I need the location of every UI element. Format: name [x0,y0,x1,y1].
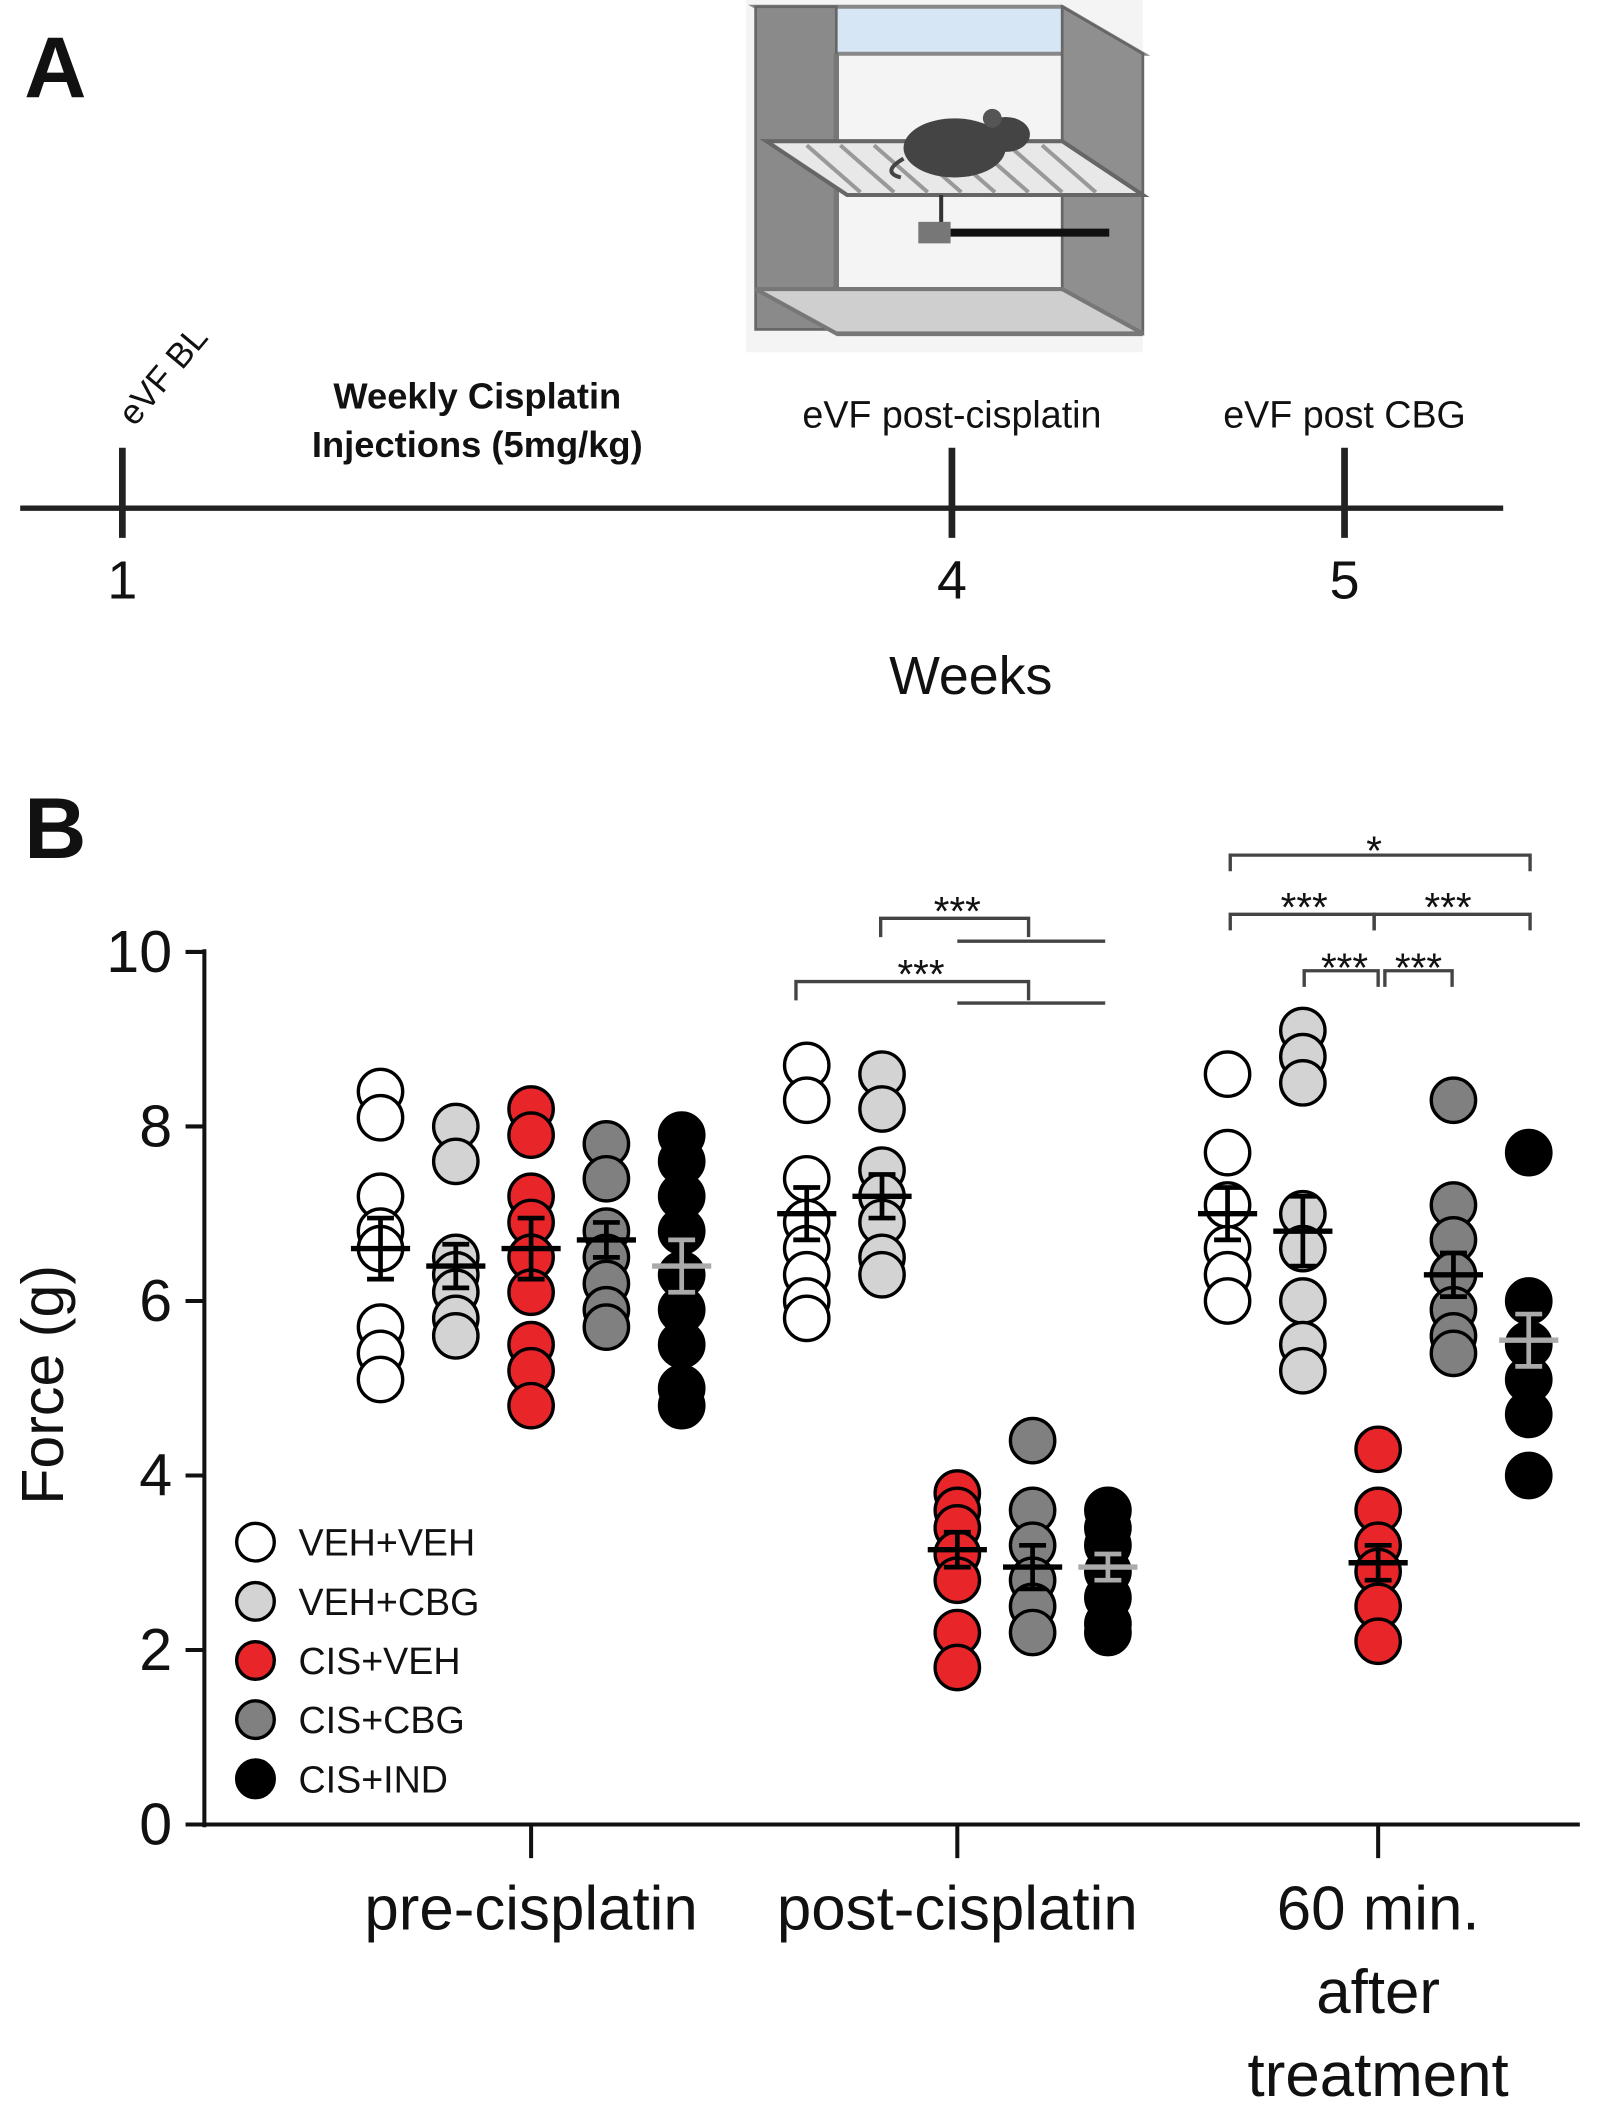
event-label: eVF post-cisplatin [802,394,1101,436]
x-tick-label: pre-cisplatin [364,1874,697,1943]
legend-label: CIS+VEH [298,1640,460,1682]
error-bar [868,1172,896,1221]
axis-label: Weeks [889,646,1052,706]
data-point [1429,1329,1478,1378]
injection-text: Injections (5mg/kg) [312,424,643,465]
data-point [1504,1451,1553,1500]
data-point [1354,1425,1403,1474]
y-tick-label: 2 [139,1616,172,1683]
data-point [1278,1058,1327,1107]
panel-label: A [24,20,86,116]
timeline-tick-label: 4 [937,550,967,610]
x-tick-label: 60 min. after treatment [1248,1874,1509,2110]
x-tick-label: post-cisplatin [777,1874,1138,1943]
error-bar [1289,1193,1317,1269]
significance-label: *** [897,951,944,997]
data-point [1429,1076,1478,1125]
error-bar [517,1215,545,1282]
injection-text: Weekly Cisplatin [333,376,621,417]
legend-label: VEH+CBG [298,1581,479,1623]
legend-label: CIS+IND [298,1758,448,1800]
y-tick-label: 0 [139,1791,172,1858]
data-point [1084,1608,1132,1657]
significance-label: *** [1321,945,1368,991]
error-bar [1019,1542,1047,1592]
data-point [1203,1277,1252,1325]
legend-marker [234,1521,276,1563]
data-point [657,1320,706,1369]
data-point [858,1085,906,1133]
data-point [356,1355,405,1404]
error-bar [793,1185,821,1243]
data-point [431,1137,480,1186]
data-point [933,1643,982,1692]
error-bar [943,1529,971,1570]
data-point [1008,1416,1057,1465]
data-point [1504,1390,1553,1439]
timeline-tick-label: 5 [1330,550,1360,610]
timeline-tick-label: 1 [107,550,137,610]
event-label: eVF post CBG [1223,394,1466,436]
error-bar [1094,1551,1122,1583]
legend-marker [234,1580,276,1622]
significance-bracket [1372,912,1532,931]
data-point [657,1381,706,1430]
error-bar [592,1220,620,1260]
y-tick-label: 4 [139,1442,172,1509]
data-point [782,1294,831,1343]
y-tick-label: 8 [139,1093,172,1160]
y-axis-label: Force (g) [9,1265,76,1505]
significance-bracket [878,916,1106,943]
significance-label: *** [1425,884,1472,930]
legend-label: CIS+CBG [298,1699,464,1741]
data-point [1278,1277,1327,1325]
error-bar [1439,1250,1467,1299]
data-point [1203,1128,1252,1177]
significance-bracket [794,979,1106,1005]
legend-marker [234,1699,276,1741]
data-point [1203,1050,1252,1098]
panel-label: B [24,781,86,877]
legend-label: VEH+VEH [298,1522,475,1564]
data-point [1354,1617,1403,1666]
error-bar [367,1215,394,1282]
data-point [356,1093,405,1142]
error-bar [1364,1542,1392,1583]
legend-marker [234,1758,276,1800]
data-point [507,1111,555,1160]
error-bar [668,1237,696,1295]
significance-label: *** [1395,945,1442,991]
significance-bracket [1302,969,1380,987]
significance-label: *** [1281,884,1328,930]
event-label: eVF BL [111,318,216,432]
legend-marker [234,1639,276,1682]
significance-bracket [1228,853,1532,872]
y-tick-label: 6 [139,1267,172,1334]
data-point [1008,1608,1057,1657]
significance-label: * [1366,828,1382,874]
error-bar [1515,1311,1543,1369]
error-bar [442,1241,470,1291]
data-point [1278,1346,1327,1395]
data-point [1504,1128,1553,1177]
significance-label: *** [934,888,981,934]
data-point [782,1076,831,1125]
data-point [431,1312,480,1360]
significance-bracket [1383,969,1454,987]
cage-illustration [746,0,1151,353]
data-point [858,1250,906,1299]
y-tick-label: 10 [106,918,172,985]
data-point [582,1303,631,1352]
data-point [582,1154,631,1203]
data-point [507,1381,555,1430]
error-bar [1214,1185,1242,1243]
